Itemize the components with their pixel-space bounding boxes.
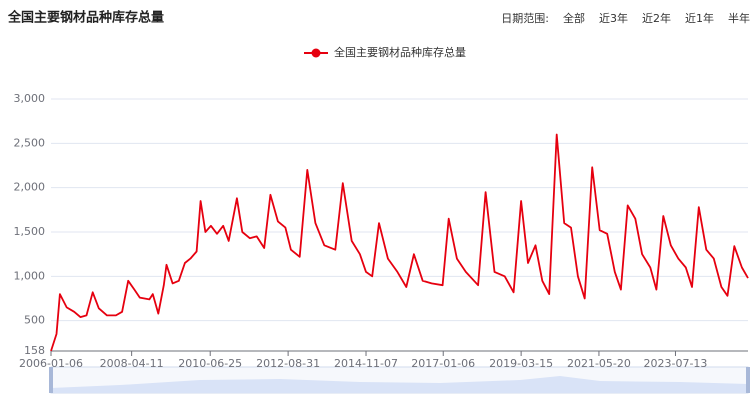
x-tick-label: 2006-01-06 [19,357,83,370]
zoom-preview [51,376,748,393]
x-tick-label: 2017-01-06 [411,357,475,370]
date-range-label: 日期范围: [501,12,549,25]
y-tick-label: 158 [24,344,45,357]
range-option[interactable]: 近3年 [599,12,628,25]
range-option[interactable]: 近2年 [642,12,671,25]
range-option[interactable]: 全部 [563,12,585,25]
x-tick-label: 2008-04-11 [100,357,164,370]
x-tick-label: 2014-11-07 [334,357,398,370]
y-tick-label: 1,000 [14,269,46,282]
x-tick-label: 2021-05-20 [567,357,631,370]
y-tick-label: 2,500 [14,136,46,149]
zoom-handle[interactable] [746,367,750,393]
y-tick-label: 1,500 [14,225,46,238]
range-option[interactable]: 近1年 [685,12,714,25]
x-tick-label: 2010-06-25 [178,357,242,370]
y-tick-label: 500 [24,314,45,327]
series-line [50,133,749,352]
x-tick-label: 2019-03-15 [489,357,553,370]
legend-label: 全国主要钢材品种库存总量 [334,45,466,59]
chart-title: 全国主要钢材品种库存总量 [7,10,164,26]
legend-marker [311,48,321,58]
zoom-handle[interactable] [49,367,53,393]
y-tick-label: 3,000 [14,92,46,105]
y-tick-label: 2,000 [14,181,46,194]
date-range: 日期范围: 全部 近3年 近2年 近1年 半年 [487,10,750,26]
range-option[interactable]: 半年 [728,12,750,25]
x-tick-label: 2023-07-13 [644,357,708,370]
x-tick-label: 2012-08-31 [256,357,320,370]
